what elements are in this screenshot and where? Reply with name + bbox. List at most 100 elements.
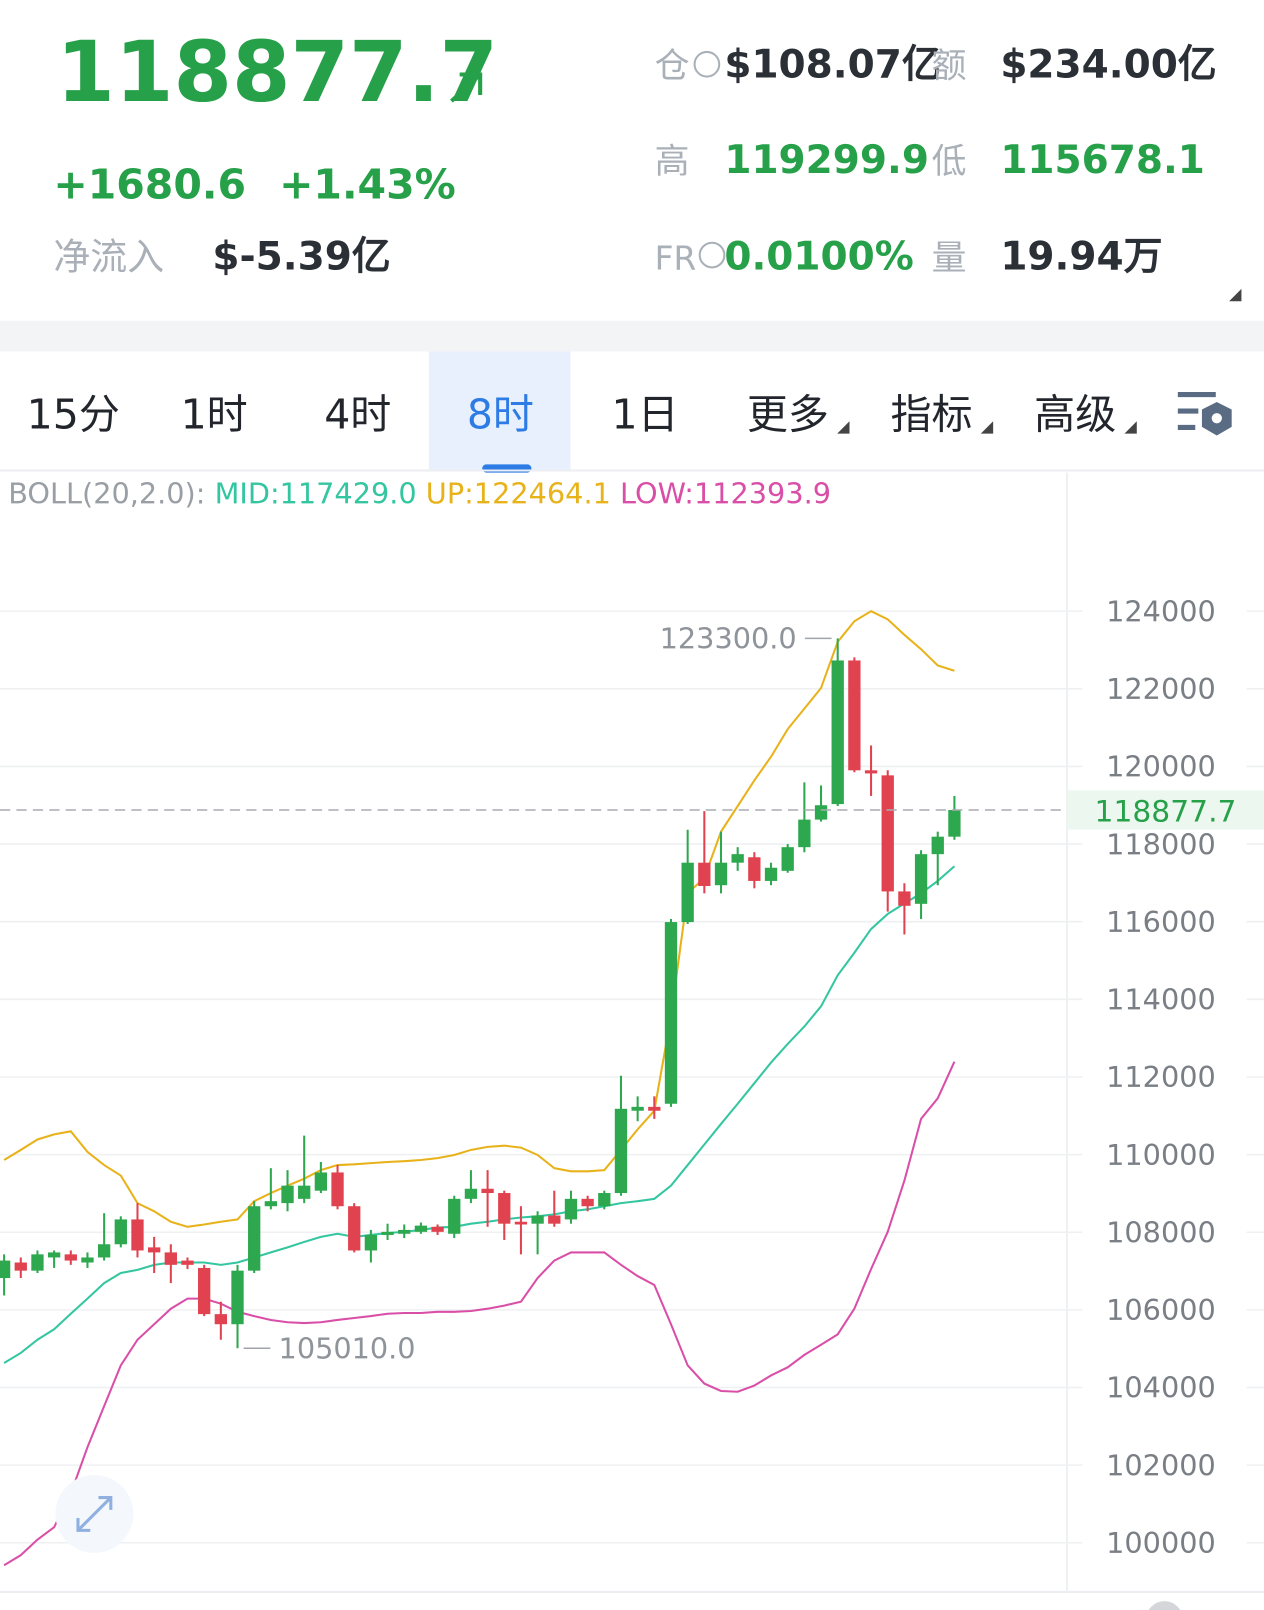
chart: 124000 122000 120000 118000 116000 114000 1120…: [0, 472, 1264, 1591]
change: +1680.6: [53, 161, 246, 209]
indicator-legend: BOLL(20,2.0): MID:117429.0 UP:122464.1 L…: [8, 476, 831, 510]
candle-body: [631, 1106, 644, 1111]
tab-selected-bg: [428, 351, 571, 471]
stat-label: 高: [655, 142, 690, 182]
candle-body: [198, 1267, 211, 1315]
candle-body: [764, 867, 778, 881]
boll-line: [3, 865, 956, 1364]
up-arrow-icon: [450, 72, 483, 103]
y-tick-label: 118000: [1106, 827, 1216, 861]
y-tick-label: 114000: [1106, 983, 1216, 1017]
separator: [0, 320, 1264, 352]
legend-entry: MID:117429.0: [215, 476, 417, 510]
candle-body: [31, 1254, 44, 1271]
candle-body: [781, 847, 794, 871]
candle-body: [298, 1185, 311, 1199]
candle-body: [214, 1314, 227, 1325]
stat-value: 115678.1: [1000, 138, 1205, 183]
stat-value: 19.94万: [1000, 234, 1162, 279]
fullscreen-icon[interactable]: [55, 1474, 134, 1553]
candle-body: [864, 770, 878, 774]
candle-body: [431, 1226, 444, 1232]
candle-body: [331, 1172, 344, 1207]
candle-body: [381, 1231, 394, 1235]
candle-body: [548, 1215, 561, 1224]
handle[interactable]: [1146, 1601, 1183, 1610]
stat-label: 量: [932, 238, 967, 278]
legend-entry: UP:122464.1: [426, 476, 611, 510]
candle-body: [114, 1219, 127, 1245]
stat-label: 额: [932, 47, 967, 87]
settings-icon[interactable]: [1177, 392, 1232, 436]
candle-body: [664, 922, 678, 1104]
header: 118877.7 +1680.6 +1.43% 净流入 $-5.39亿 仓 $1…: [53, 23, 1242, 302]
boll-line: [3, 609, 955, 1228]
tab[interactable]: 1日: [611, 390, 678, 438]
y-tick-label: 100000: [1106, 1526, 1216, 1560]
stat-value: $108.07亿: [724, 43, 940, 88]
candle-body: [47, 1252, 61, 1258]
candle-body: [181, 1260, 194, 1265]
candle-body: [798, 819, 811, 848]
y-tick-label: 110000: [1106, 1138, 1216, 1172]
tab[interactable]: 8时: [467, 390, 534, 438]
y-tick-label: 112000: [1106, 1060, 1216, 1094]
expand-corner[interactable]: [1229, 288, 1242, 302]
candle-body: [831, 660, 844, 805]
tab[interactable]: 15分: [27, 390, 120, 438]
candle-body: [564, 1198, 578, 1220]
y-tick-label: 102000: [1106, 1448, 1216, 1482]
candle-body: [614, 1108, 628, 1194]
candle-body: [464, 1188, 478, 1199]
help-icon[interactable]: [693, 50, 721, 78]
candle-body: [498, 1193, 511, 1224]
candle-body: [698, 862, 711, 886]
candle-body: [881, 775, 894, 892]
candle-body: [364, 1234, 378, 1251]
candle-body: [648, 1106, 661, 1111]
y-tick-label: 120000: [1106, 750, 1216, 784]
candle-body: [414, 1225, 428, 1232]
change-pct: +1.43%: [279, 161, 456, 209]
help-icon[interactable]: [698, 241, 726, 269]
candle-body: [581, 1198, 594, 1207]
stat-value: 0.0100%: [724, 234, 913, 279]
candle-body: [131, 1219, 144, 1251]
stat-label: FR: [655, 239, 697, 277]
candle-body: [598, 1193, 611, 1207]
tab[interactable]: 更多: [747, 390, 829, 438]
candle-body: [0, 1260, 11, 1279]
candle-body: [248, 1206, 261, 1271]
tab-bar: 15分 1时 4时 8时 1日 更多 指标 高级: [27, 351, 1137, 473]
net-flow: $-5.39亿: [212, 234, 390, 279]
candle-body: [848, 660, 861, 771]
tab[interactable]: 1时: [181, 390, 248, 438]
candle-body: [314, 1172, 328, 1191]
candle-body: [714, 862, 728, 886]
legend-entry: LOW:112393.9: [620, 476, 831, 510]
candle-body: [514, 1221, 528, 1225]
tab[interactable]: 4时: [324, 390, 391, 438]
dropdown-caret: [980, 421, 994, 434]
candle-body: [931, 836, 944, 855]
y-tick-label: 106000: [1106, 1293, 1216, 1327]
stat-label: 低: [932, 142, 967, 182]
candle-body: [398, 1229, 411, 1234]
candle-body: [64, 1254, 77, 1261]
y-tick-label: 116000: [1106, 905, 1216, 939]
candle-body: [348, 1206, 361, 1251]
tab[interactable]: 高级: [1034, 390, 1116, 438]
y-tick-label: 108000: [1106, 1215, 1216, 1249]
tab[interactable]: 指标: [891, 390, 973, 438]
y-tick-label: 104000: [1106, 1371, 1216, 1405]
candle-body: [898, 891, 911, 906]
indicator-name: BOLL(20,2.0):: [8, 476, 205, 510]
candle-body: [681, 862, 694, 923]
dropdown-caret: [837, 421, 850, 434]
boll-line: [3, 1061, 956, 1567]
candle-body: [81, 1257, 94, 1263]
candle-body: [14, 1262, 27, 1271]
last-price-label: 118877.7: [1095, 794, 1237, 829]
